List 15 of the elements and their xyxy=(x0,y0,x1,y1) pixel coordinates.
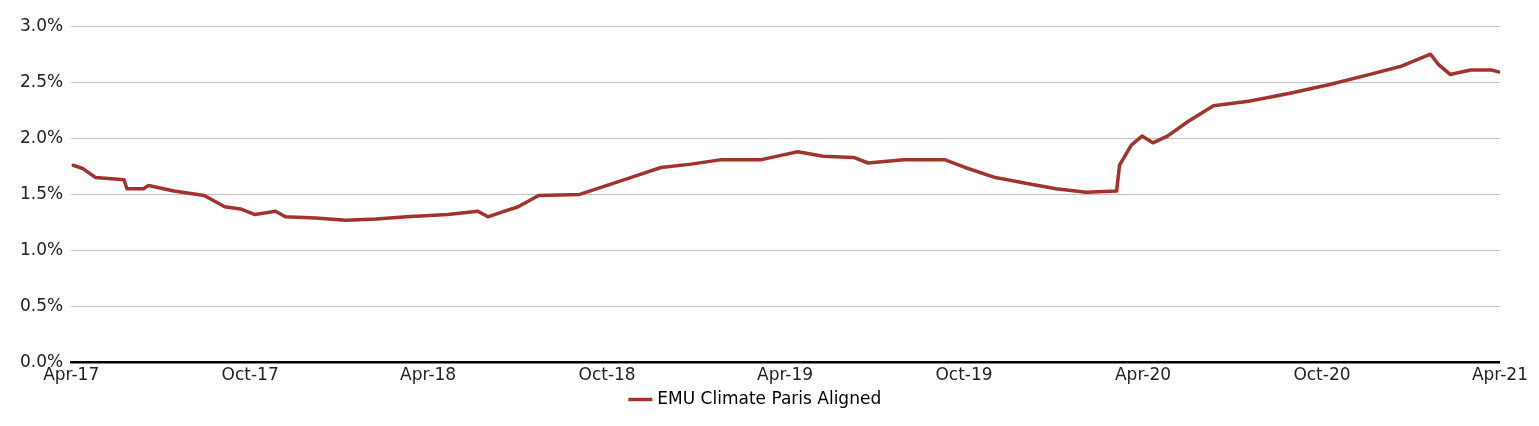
y-tick-label: 3.0% xyxy=(19,14,64,35)
x-tick-label: Oct-19 xyxy=(935,364,993,385)
y-tick-label: 2.0% xyxy=(19,126,64,147)
x-tick-label: Apr-19 xyxy=(757,364,814,385)
y-tick-label: 2.5% xyxy=(19,70,64,91)
x-tick-label: Apr-21 xyxy=(1471,364,1528,385)
y-tick-label: 0.5% xyxy=(19,294,64,315)
x-tick-label: Oct-17 xyxy=(221,364,279,385)
y-tick-label: 1.5% xyxy=(19,182,64,203)
x-tick-label: Oct-20 xyxy=(1293,364,1351,385)
x-tick-label: Apr-18 xyxy=(400,364,457,385)
y-tick-label: 1.0% xyxy=(19,238,64,259)
x-tick-label: Oct-18 xyxy=(578,364,636,385)
legend-label: EMU Climate Paris Aligned xyxy=(657,387,882,408)
x-tick-label: Apr-20 xyxy=(1114,364,1172,385)
